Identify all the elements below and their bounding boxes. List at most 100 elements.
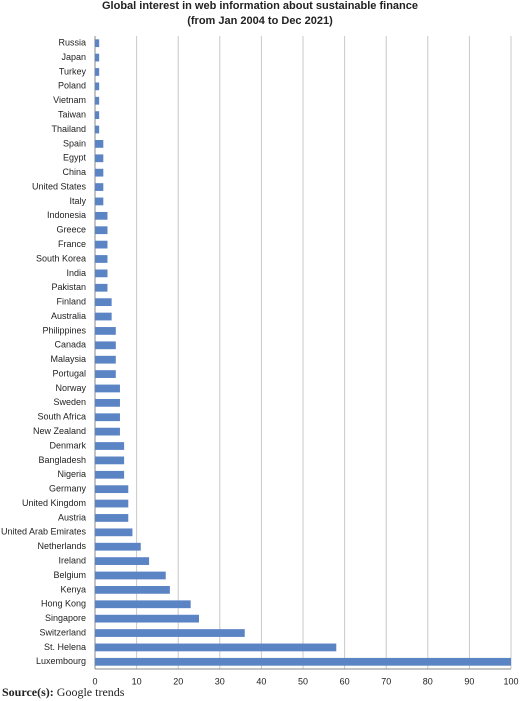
bar: [95, 571, 166, 580]
y-tick-label: Ireland: [58, 555, 86, 565]
y-tick-label: Nigeria: [57, 469, 86, 479]
y-tick-label: Norway: [55, 383, 86, 393]
chart-subtitle: (from Jan 2004 to Dec 2021): [187, 15, 333, 27]
y-tick-label: United States: [32, 181, 87, 191]
y-tick-label: Bangladesh: [38, 455, 86, 465]
y-tick-label: Greece: [56, 225, 86, 235]
y-tick-label: Switzerland: [39, 627, 86, 637]
bar: [95, 398, 120, 407]
bar: [95, 600, 191, 609]
bar: [95, 197, 104, 206]
bar: [95, 111, 100, 120]
bar: [95, 240, 108, 249]
bar: [95, 499, 129, 508]
y-tick-label: France: [58, 239, 86, 249]
x-tick-label: 20: [173, 676, 183, 686]
x-tick-label: 30: [215, 676, 225, 686]
y-tick-label: Japan: [61, 52, 86, 62]
y-tick-label: Indonesia: [47, 210, 86, 220]
x-tick-label: 10: [132, 676, 142, 686]
y-tick-label: Philippines: [42, 325, 86, 335]
bar: [95, 614, 199, 623]
y-tick-label: Pakistan: [51, 282, 86, 292]
y-tick-label: South Africa: [37, 412, 86, 422]
bar: [95, 542, 141, 551]
bar: [95, 629, 245, 637]
bar: [95, 183, 104, 191]
source-label: Source(s):: [2, 685, 54, 699]
y-tick-label: Portugal: [52, 368, 86, 378]
y-tick-label: Belgium: [53, 570, 86, 580]
x-tick-label: 60: [340, 676, 350, 686]
bar: [95, 68, 100, 76]
bar: [95, 384, 120, 393]
bar: [95, 514, 129, 522]
bar: [95, 427, 120, 436]
y-tick-label: Poland: [58, 81, 86, 91]
y-tick-label: Taiwan: [58, 110, 86, 120]
y-tick-label: Finland: [56, 297, 86, 307]
bar: [95, 327, 116, 335]
chart-title: Global interest in web information about…: [102, 0, 418, 12]
y-tick-label: Sweden: [53, 397, 86, 407]
y-tick-label: South Korea: [36, 253, 86, 263]
y-tick-label: China: [62, 167, 86, 177]
x-tick-label: 70: [381, 676, 391, 686]
y-tick-label: Russia: [58, 38, 86, 48]
y-tick-label: Singapore: [45, 613, 86, 623]
source-text: Google trends: [57, 685, 125, 699]
x-tick-label: 100: [503, 676, 518, 686]
bar: [95, 355, 116, 364]
y-tick-label: Turkey: [59, 66, 87, 76]
y-tick-label: Vietnam: [53, 95, 86, 105]
y-tick-label: United Arab Emirates: [1, 527, 87, 537]
y-tick-label: St. Helena: [44, 642, 86, 652]
bar: [95, 657, 511, 666]
y-tick-label: Kenya: [60, 584, 86, 594]
y-tick-label: Austria: [58, 512, 86, 522]
bar: [95, 226, 108, 235]
y-tick-label: Hong Kong: [41, 599, 86, 609]
y-tick-label: Canada: [54, 340, 86, 350]
bar: [95, 442, 125, 450]
x-tick-label: 50: [298, 676, 308, 686]
x-tick-label: 90: [464, 676, 474, 686]
bar: [95, 96, 100, 105]
bar: [95, 140, 104, 148]
source: Source(s): Google trends: [2, 685, 125, 699]
y-tick-label: United Kingdom: [22, 498, 86, 508]
y-tick-label: Thailand: [51, 124, 86, 134]
x-tick-label: 40: [256, 676, 266, 686]
y-tick-label: Malaysia: [50, 354, 86, 364]
y-tick-label: Luxembourg: [36, 656, 86, 666]
y-tick-label: Spain: [63, 138, 86, 148]
bar: [95, 341, 116, 350]
bar: [95, 53, 100, 62]
bar: [95, 557, 150, 565]
bar: [95, 283, 108, 292]
y-tick-label: Germany: [49, 484, 87, 494]
bar: [95, 211, 108, 220]
bar: [95, 269, 108, 278]
y-tick-label: Italy: [69, 196, 86, 206]
bar: [95, 470, 125, 479]
y-tick-label: Egypt: [63, 153, 87, 163]
x-tick-label: 80: [423, 676, 433, 686]
bar: [95, 370, 116, 378]
y-tick-label: India: [66, 268, 86, 278]
bar: [95, 312, 112, 321]
bar: [95, 528, 133, 537]
bar: [95, 485, 129, 494]
bar: [95, 456, 125, 465]
x-tick-label: 0: [92, 676, 97, 686]
bar: [95, 585, 170, 594]
bar: [95, 154, 104, 163]
bar: [95, 125, 100, 134]
bar: [95, 413, 120, 422]
y-tick-label: New Zealand: [33, 426, 86, 436]
y-tick-label: Denmark: [49, 440, 86, 450]
bar: [95, 643, 337, 652]
bar: [95, 298, 112, 307]
bar: [95, 39, 100, 48]
